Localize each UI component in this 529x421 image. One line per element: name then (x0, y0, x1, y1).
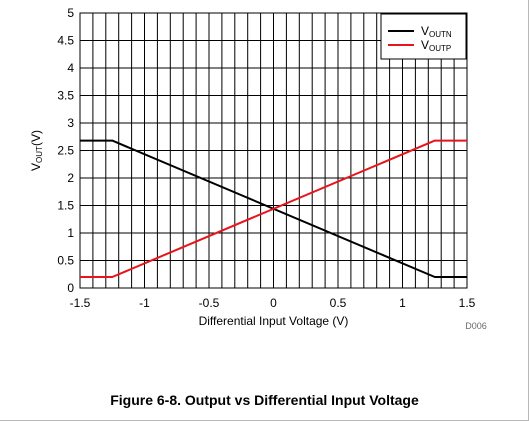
x-tick-label: -1 (139, 296, 150, 310)
figure-id-label: D006 (465, 321, 487, 331)
y-tick-label: 4 (67, 61, 74, 75)
x-tick-label: 1 (399, 296, 406, 310)
legend-label-sub: OUTP (429, 44, 451, 53)
legend-label-main: V (421, 24, 429, 38)
x-tick-label: 1.5 (459, 296, 476, 310)
y-tick-label: 2.5 (57, 144, 74, 158)
y-tick-label: 4.5 (57, 34, 74, 48)
legend-label-voutn: VOUTN (421, 24, 452, 39)
series-line-voutp (80, 139, 467, 278)
y-tick-label: 1 (67, 226, 74, 240)
y-tick-label: 3 (67, 116, 74, 130)
x-axis-title: Differential Input Voltage (V) (199, 314, 349, 328)
y-tick-label: 0 (67, 281, 74, 295)
legend: VOUTN VOUTP (380, 13, 467, 60)
legend-label-main: V (421, 38, 429, 52)
x-tick-label: 0.5 (330, 296, 347, 310)
legend-box (380, 13, 467, 60)
legend-label-voutp: VOUTP (421, 38, 451, 53)
y-axis-title-unit: (V) (29, 130, 43, 146)
plot-frame (79, 12, 468, 289)
x-tick-label: -1.5 (70, 296, 91, 310)
legend-label-sub: OUTN (429, 30, 452, 39)
legend-entry-voutp: VOUTP (388, 38, 451, 53)
y-tick-label: 2 (67, 171, 74, 185)
x-tick-label: 0 (270, 296, 277, 310)
x-axis-ticks: -1.5 -1 -0.5 0 0.5 1 1.5 (70, 296, 476, 310)
y-tick-label: 5 (67, 6, 74, 20)
y-axis-title-main: V (29, 163, 43, 171)
y-tick-label: 0.5 (57, 254, 74, 268)
y-tick-label: 1.5 (57, 199, 74, 213)
series-layer (80, 139, 467, 278)
legend-entry-voutn: VOUTN (388, 24, 452, 39)
y-axis-title: VOUT(V) (29, 130, 44, 171)
x-tick-label: -0.5 (199, 296, 220, 310)
y-axis-title-sub: OUT (35, 146, 44, 163)
chart: -1.5 -1 -0.5 0 0.5 1 1.5 0 0.5 1 1.5 2 2.5 3 3.5 4 4.5 5… (29, 6, 487, 331)
y-tick-label: 3.5 (57, 89, 74, 103)
y-axis-ticks: 0 0.5 1 1.5 2 2.5 3 3.5 4 4.5 5 (57, 6, 74, 295)
figure-caption: Figure 6-8. Output vs Differential Input… (110, 392, 419, 408)
